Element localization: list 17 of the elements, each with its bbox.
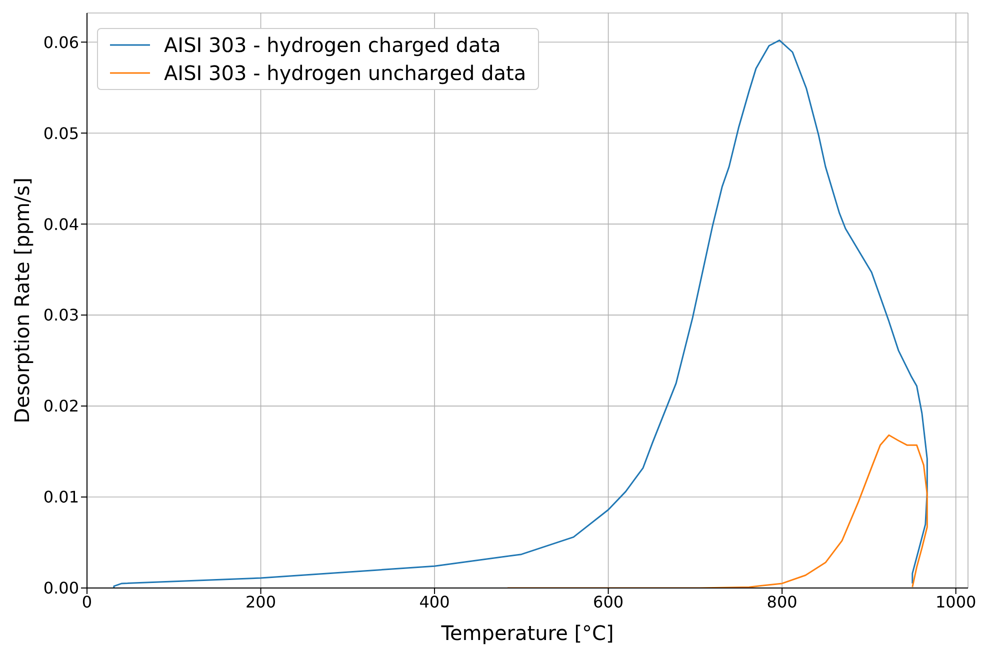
y-axis-title: Desorption Rate [ppm/s] [10,178,34,424]
x-tick-label: 200 [245,592,276,612]
legend-label: AISI 303 - hydrogen charged data [164,32,501,59]
x-tick-label: 0 [82,592,92,612]
x-tick-label: 1000 [935,592,976,612]
y-tick-label: 0.01 [43,488,79,507]
y-tick-label: 0.00 [43,578,79,598]
y-tick-label: 0.03 [43,306,79,325]
x-tick-label: 400 [419,592,450,612]
y-tick-label: 0.02 [43,396,79,416]
x-axis-title: Temperature [°C] [440,621,614,645]
y-tick-label: 0.06 [43,32,79,52]
x-tick-label: 600 [593,592,624,612]
y-tick-label: 0.05 [43,124,79,143]
x-tick-label: 800 [766,592,798,612]
y-tick-label: 0.04 [43,214,79,234]
legend-label: AISI 303 - hydrogen uncharged data [164,60,526,87]
